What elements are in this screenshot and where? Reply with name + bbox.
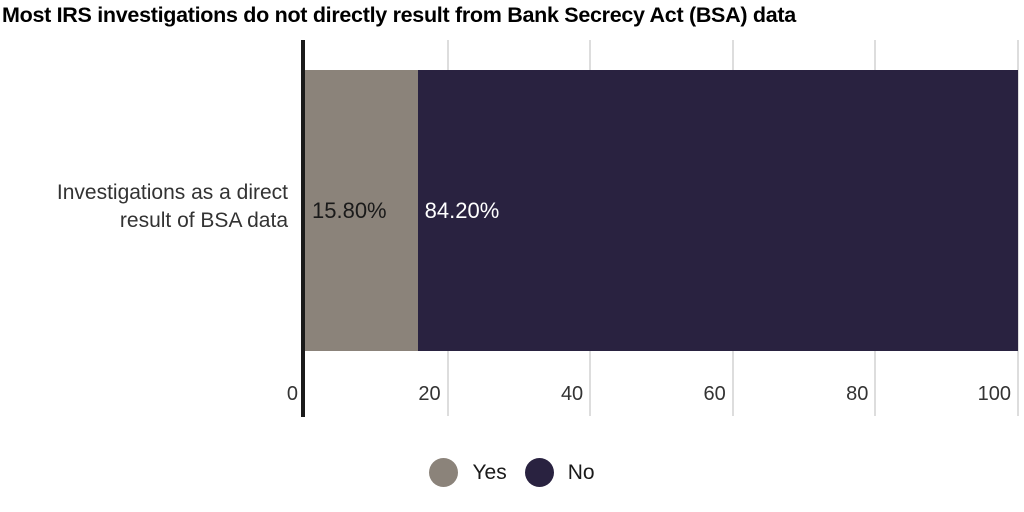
category-label-line-1: Investigations as a direct [56,181,288,204]
bar-value-label-yes: 15.80% [312,197,387,223]
x-axis-ticks: 0 20 40 60 80 100 [287,383,1018,411]
bar-segment-yes: 15.80% [305,70,418,351]
legend-label-yes: Yes [472,460,507,484]
x-tick-label-0: 0 [286,383,298,405]
x-tick-label-100: 100 [977,383,1011,405]
stacked-bar: 15.80% 84.20% [305,70,1018,351]
x-tick-label-20: 20 [418,383,441,405]
x-tick-label-60: 60 [703,383,726,405]
legend: Yes No [0,458,1024,487]
y-axis-line [301,40,305,417]
chart-title: Most IRS investigations do not directly … [2,3,796,27]
legend-swatch-icon [429,458,459,487]
gridline-100 [1017,40,1019,416]
legend-item-no: No [524,458,595,487]
category-label-line-2: result of BSA data [119,209,288,232]
legend-swatch-icon [524,458,554,487]
category-label: Investigations as a direct result of BSA… [0,179,288,235]
legend-label-no: No [567,460,595,484]
legend-item-yes: Yes [429,458,507,487]
x-tick-label-80: 80 [846,383,869,405]
x-tick-label-40: 40 [560,383,584,405]
bar-segment-no: 84.20% [417,70,1018,351]
bar-value-label-no: 84.20% [424,197,500,223]
